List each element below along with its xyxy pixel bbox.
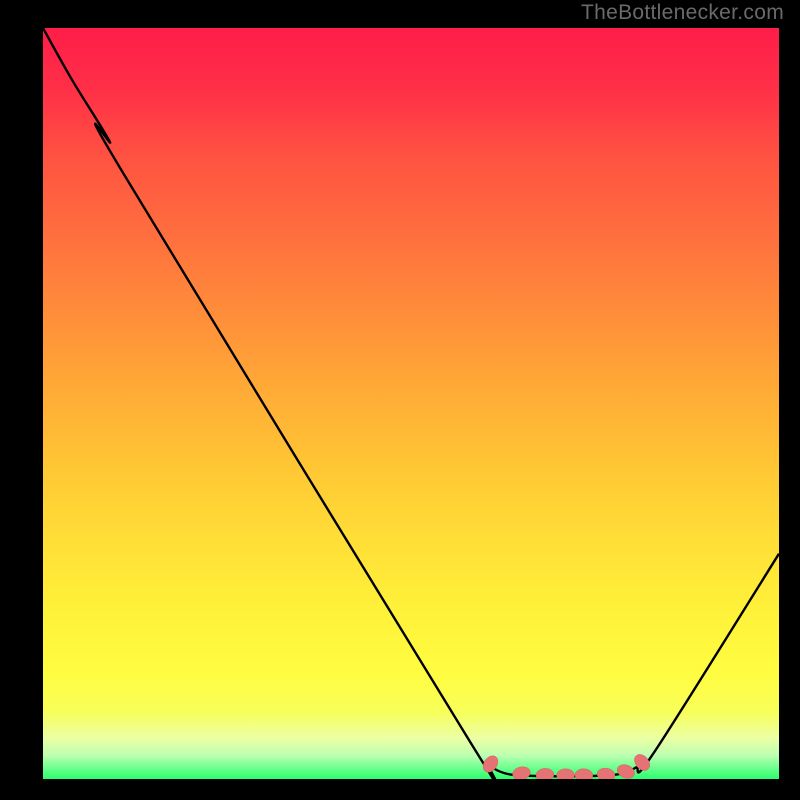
curve-marker xyxy=(557,769,575,782)
gradient-background xyxy=(43,28,779,779)
watermark-label: TheBottlenecker.com xyxy=(581,1,784,25)
bottleneck-curve-chart xyxy=(0,0,800,800)
chart-frame: TheBottlenecker.com xyxy=(0,0,800,800)
